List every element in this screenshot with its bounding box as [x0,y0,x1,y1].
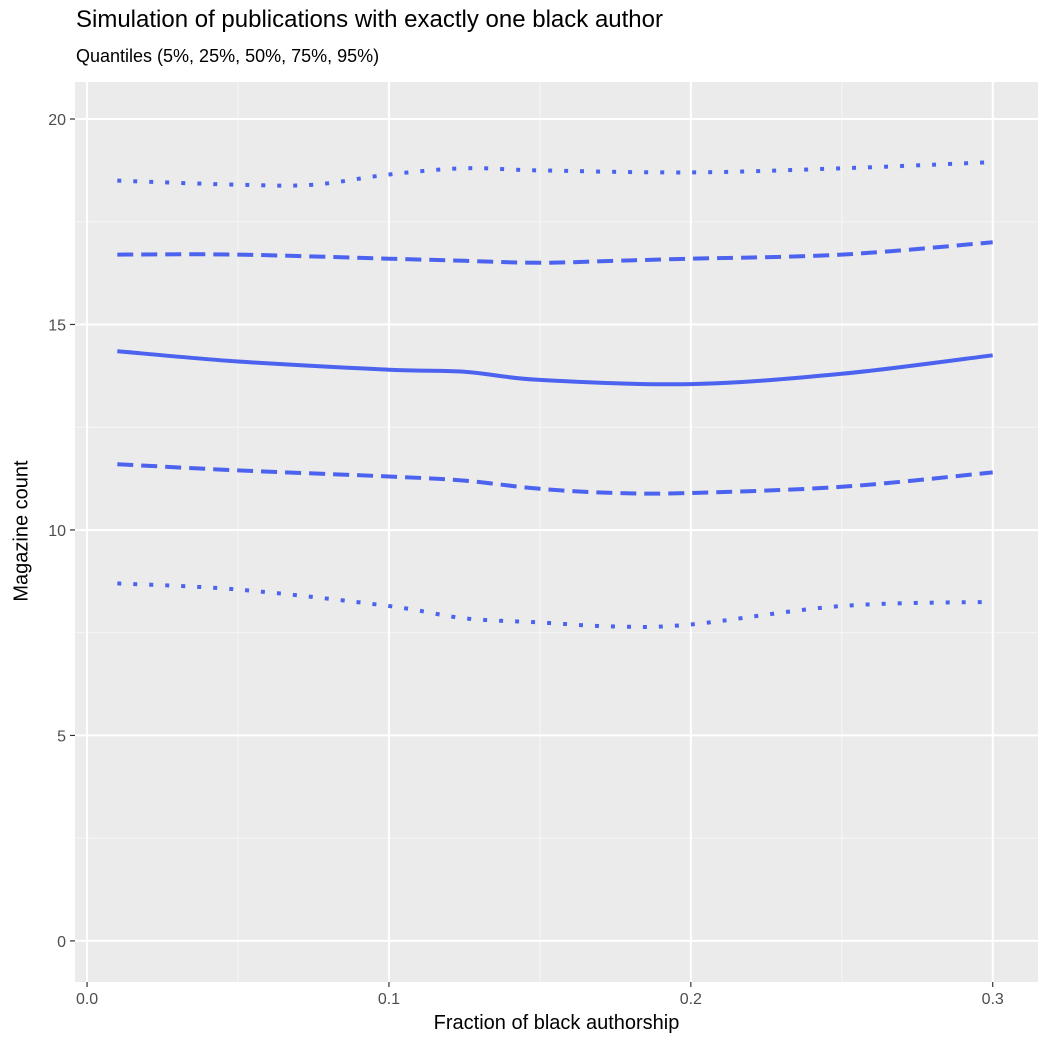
minor-gridlines [75,82,1038,982]
y-tick-label: 15 [48,317,66,334]
major-gridlines [75,82,1038,982]
series-line-2-dashed [117,240,993,265]
y-tick-label: 0 [57,934,66,951]
chart-title: Simulation of publications with exactly … [76,6,663,33]
x-tick-label: 0.1 [378,991,400,1008]
x-axis-label: Fraction of black authorship [433,1012,680,1034]
plot-panel [75,82,1038,982]
y-axis: 0 5 10 15 20 [48,112,75,951]
y-axis-label: Magazine count [10,460,33,602]
chart-subtitle: Quantiles (5%, 25%, 50%, 75%, 95%) [76,46,380,66]
series-line-4-dashed [117,462,993,496]
y-tick-label: 5 [57,728,66,745]
x-tick-label: 0.3 [982,991,1004,1008]
x-tick-label: 0.2 [680,991,702,1008]
x-tick-label: 0.0 [76,991,98,1008]
series-line-3-solid [117,349,993,387]
x-axis: 0.0 0.1 0.2 0.3 [76,982,1004,1008]
y-tick-label: 20 [48,112,66,129]
y-tick-label: 10 [48,523,66,540]
series-lines [117,160,993,629]
